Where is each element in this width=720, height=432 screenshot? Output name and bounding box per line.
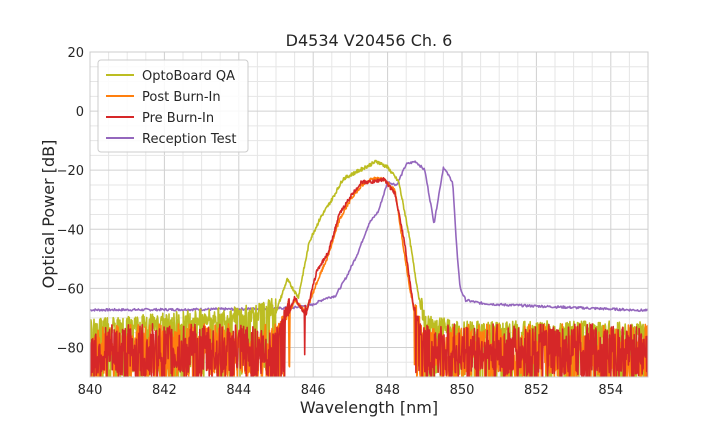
y-tick-label: 20	[67, 46, 84, 61]
series-line-pre-burn-in	[90, 177, 648, 377]
ticks: 840 842 844 846 848 850 852 854 −80 −60 −40 −20 0 20	[57, 46, 624, 398]
legend-label: Post Burn-In	[142, 90, 221, 105]
legend-label: Reception Test	[142, 132, 236, 147]
x-tick-label: 852	[524, 383, 549, 398]
y-tick-label: 0	[76, 105, 84, 120]
x-tick-label: 850	[450, 383, 475, 398]
legend: OptoBoard QA Post Burn-In Pre Burn-In Recep…	[97, 59, 249, 153]
x-tick-label: 844	[226, 383, 251, 398]
x-tick-label: 846	[301, 383, 326, 398]
legend-box	[97, 59, 249, 153]
y-axis-label: Optical Power [dB]	[39, 140, 58, 289]
series-layer	[90, 159, 648, 377]
y-tick-label: −60	[57, 282, 84, 297]
chart-title: D4534 V20456 Ch. 6	[286, 31, 453, 50]
legend-label: OptoBoard QA	[142, 69, 235, 84]
x-tick-label: 842	[152, 383, 177, 398]
legend-label: Pre Burn-In	[142, 111, 214, 126]
x-tick-label: 854	[598, 383, 623, 398]
x-tick-label: 840	[78, 383, 103, 398]
y-tick-label: −40	[57, 223, 84, 238]
y-tick-label: −20	[57, 164, 84, 179]
x-axis-label: Wavelength [nm]	[300, 398, 438, 417]
series-line-reception-test	[90, 160, 648, 313]
plot-frame	[89, 51, 649, 378]
y-tick-label: −80	[57, 341, 84, 356]
x-tick-label: 848	[375, 383, 400, 398]
